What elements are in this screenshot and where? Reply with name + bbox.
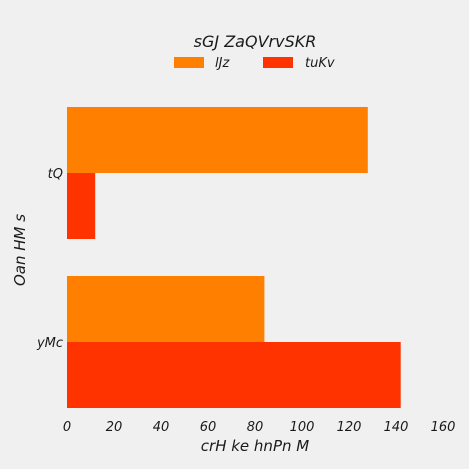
legend-swatch-series-2 <box>263 57 293 68</box>
y-tick-label: tQ <box>48 167 63 182</box>
y-axis-label: Oan HM s <box>11 214 29 286</box>
legend: lJz tuKv <box>174 56 335 71</box>
chart-title: sGJ ZaQVrvSKR <box>194 32 317 51</box>
bar-1-1 <box>67 107 368 173</box>
plot-area: tQ yMc 0 20 40 60 80 100 120 140 160 <box>36 107 455 435</box>
bar-2-1 <box>67 173 96 239</box>
x-tick-label: 20 <box>106 420 123 435</box>
legend-swatch-series-1 <box>174 57 204 68</box>
legend-label-series-2: tuKv <box>305 56 335 71</box>
x-tick-label: 140 <box>384 420 409 435</box>
x-tick-label: 40 <box>153 420 170 435</box>
x-tick-label: 0 <box>63 420 71 435</box>
x-tick-label: 120 <box>337 420 362 435</box>
legend-label-series-1: lJz <box>215 56 230 71</box>
x-tick-label: 60 <box>200 420 217 435</box>
x-tick-label: 100 <box>290 420 315 435</box>
x-tick-label: 80 <box>247 420 264 435</box>
x-axis-label: crH ke hnPn M <box>201 437 309 455</box>
y-tick-label: yMc <box>36 336 63 351</box>
bar-2-2 <box>67 342 401 408</box>
bar-1-2 <box>67 276 265 342</box>
x-tick-label: 160 <box>431 420 456 435</box>
